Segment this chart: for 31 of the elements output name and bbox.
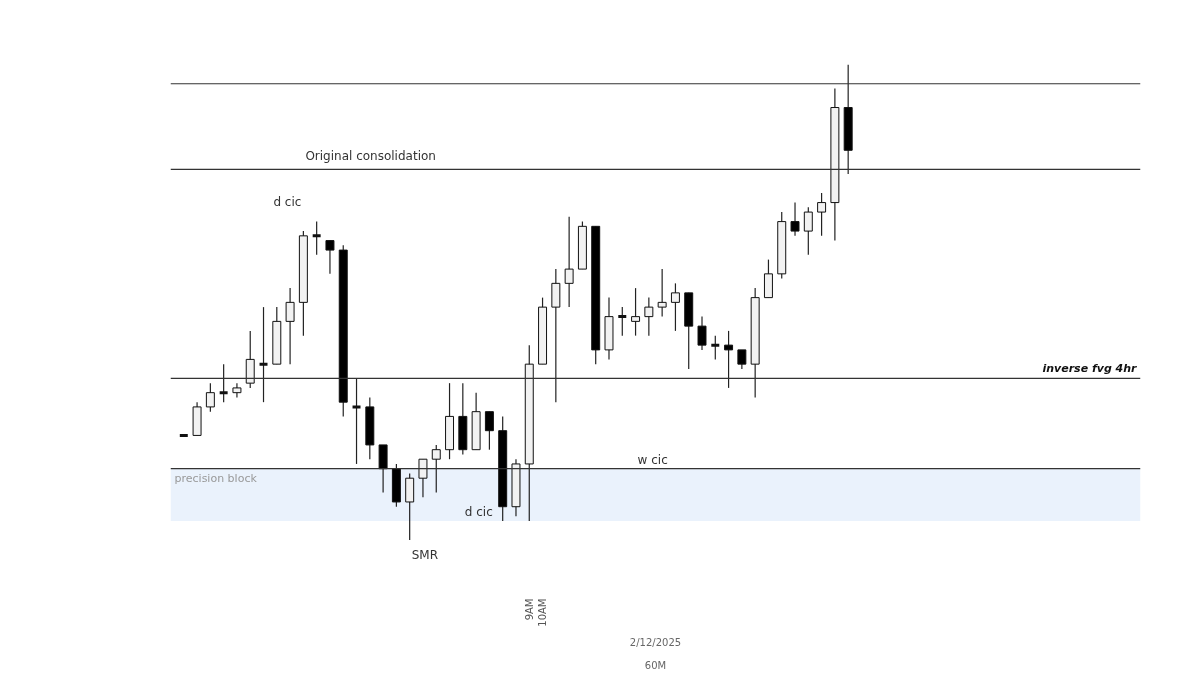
candlestick: [564, 216, 574, 308]
candlestick: [657, 268, 667, 318]
candlestick: [378, 444, 388, 494]
candlestick: [245, 330, 255, 389]
annotation: Original consolidation: [305, 148, 436, 163]
candlestick: [232, 382, 242, 399]
annotation: SMR: [411, 547, 438, 562]
annotation: w cic: [637, 452, 668, 467]
candlestick: [737, 349, 747, 370]
candlestick: [551, 268, 561, 403]
band-label: precision block: [174, 471, 258, 485]
text: 2/12/2025: [629, 636, 682, 648]
candlestick: [285, 287, 295, 365]
annotation: d cic: [273, 195, 302, 210]
x-tick-label: 10AM: [537, 598, 549, 627]
candlestick: [325, 239, 335, 275]
candlestick: [631, 287, 641, 337]
candlestick: [724, 330, 734, 389]
annotation: d cic: [464, 504, 493, 519]
text: 60M: [644, 659, 667, 671]
candlestick: [644, 297, 654, 337]
candlestick: [697, 316, 707, 351]
x-tick-label: 9AM: [523, 598, 535, 621]
candlestick: [803, 206, 813, 256]
candlestick: [484, 411, 494, 451]
candlestick: [205, 382, 215, 413]
candlestick: [763, 259, 773, 299]
candlestick: [790, 201, 800, 237]
candlestick: [817, 192, 827, 237]
candlestick: [670, 282, 680, 332]
ref-line-label: inverse fvg 4hr: [1042, 362, 1138, 376]
